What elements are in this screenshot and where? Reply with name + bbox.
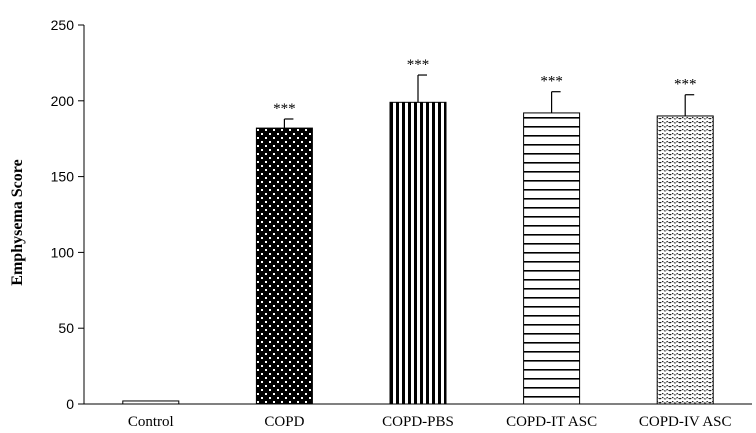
- bar: [656, 115, 714, 405]
- x-tick-label: COPD-IV ASC: [639, 414, 732, 430]
- y-tick-label: 50: [58, 320, 74, 336]
- x-tick-label: COPD-IT ASC: [506, 414, 597, 430]
- x-tick-label: COPD-PBS: [382, 414, 454, 430]
- significance-label: ***: [540, 74, 563, 90]
- y-axis-title: Emphysema Score: [9, 159, 26, 285]
- bar: [122, 400, 180, 405]
- y-tick-label: 100: [51, 244, 75, 260]
- significance-label: ***: [674, 77, 697, 93]
- labels: 0 50 100 150 200 250 Emphysema Score Control COP…: [9, 17, 732, 430]
- y-tick-label: 0: [66, 396, 74, 412]
- bar: [255, 127, 313, 405]
- significance-label: ***: [273, 101, 296, 117]
- x-tick-label: COPD: [264, 414, 304, 430]
- y-tick-label: 200: [51, 93, 75, 109]
- bar: [523, 112, 581, 405]
- bar: [389, 101, 447, 405]
- y-tick-label: 150: [51, 169, 75, 185]
- y-tick-label: 250: [51, 17, 75, 33]
- bars: [122, 74, 714, 405]
- significance-label: ***: [407, 57, 430, 73]
- x-tick-label: Control: [128, 414, 174, 430]
